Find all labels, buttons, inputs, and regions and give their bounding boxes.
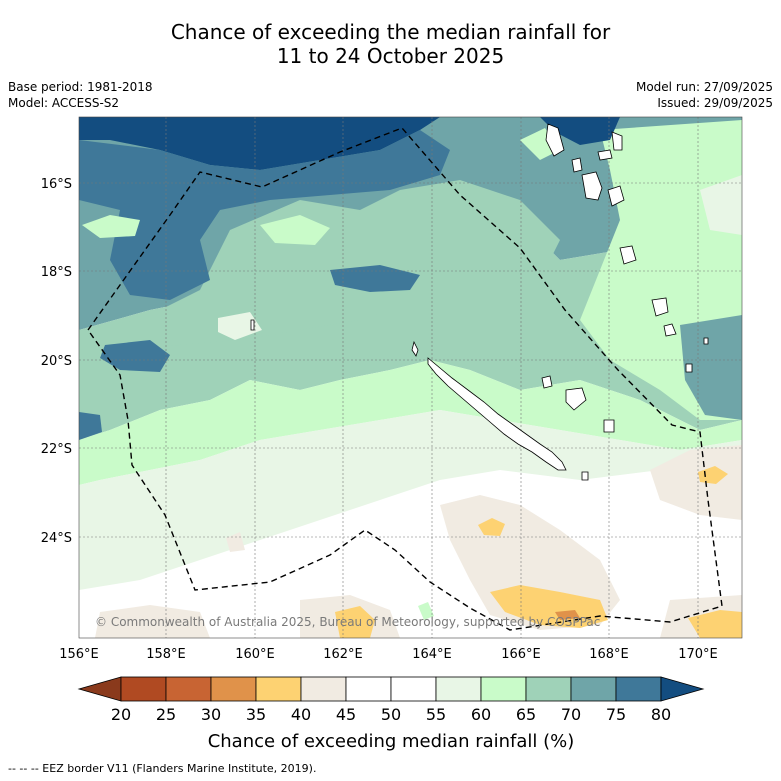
vanuatu-se bbox=[685, 363, 693, 373]
contour-light-green-s bbox=[418, 602, 434, 620]
contour-green-teal-patch bbox=[79, 180, 560, 355]
contour-orange-1 bbox=[555, 610, 580, 620]
eez-footnote: -- -- -- EEZ border V11 (Flanders Marine… bbox=[8, 762, 317, 775]
colorbar-segment bbox=[210, 676, 257, 702]
lat-label: 22°S bbox=[41, 442, 72, 457]
longitude-labels: 156°E 158°E 160°E 162°E 164°E 166°E 168°… bbox=[59, 647, 718, 662]
colorbar-segment bbox=[525, 676, 572, 702]
copyright-text: © Commonwealth of Australia 2025, Bureau… bbox=[95, 615, 600, 629]
map-title-line1: Chance of exceeding the median rainfall … bbox=[170, 20, 611, 44]
colorbar-tick-label: 20 bbox=[111, 705, 131, 724]
colorbar-segment bbox=[255, 676, 302, 702]
contour-pale-green-w bbox=[218, 312, 262, 340]
vanuatu-erromango bbox=[651, 297, 669, 317]
contour-beige-sw bbox=[95, 605, 210, 638]
contour-light-green-n bbox=[260, 215, 330, 245]
loyalty-islands-lifou bbox=[565, 387, 587, 411]
lon-label: 158°E bbox=[146, 647, 186, 662]
vanuatu-tanna bbox=[663, 323, 677, 337]
colorbar-tick-label: 35 bbox=[246, 705, 266, 724]
vanuatu-espiritu-santo bbox=[581, 171, 603, 201]
contour-blue-nw bbox=[79, 130, 450, 300]
lon-label: 166°E bbox=[501, 647, 541, 662]
vanuatu-malekula bbox=[607, 185, 625, 207]
contour-blue-center bbox=[330, 265, 420, 292]
map-title-line2: 11 to 24 October 2025 bbox=[276, 44, 505, 68]
vanuatu-north-1 bbox=[545, 123, 565, 157]
lon-label: 156°E bbox=[59, 647, 99, 662]
colorbar-tick-label: 45 bbox=[336, 705, 356, 724]
contour-pale-green-e bbox=[700, 175, 742, 235]
lon-label: 162°E bbox=[323, 647, 363, 662]
contour-yellow-5 bbox=[698, 466, 728, 484]
lon-label: 170°E bbox=[678, 647, 718, 662]
contour-teal-east bbox=[680, 315, 742, 420]
vanuatu-north-4 bbox=[611, 131, 623, 151]
contour-blue-west-edge bbox=[79, 412, 102, 440]
colorbar bbox=[77, 676, 705, 702]
grid-lines bbox=[79, 117, 742, 638]
colorbar-ticks: 20 25 30 35 40 45 50 55 60 65 70 75 80 bbox=[111, 705, 671, 724]
colorbar-segment bbox=[165, 676, 212, 702]
colorbar-tick-label: 55 bbox=[426, 705, 446, 724]
lon-label: 160°E bbox=[235, 647, 275, 662]
vanuatu-east bbox=[703, 337, 709, 345]
colorbar-segment bbox=[435, 676, 482, 702]
map-frame bbox=[78, 116, 743, 639]
colorbar-tick-label: 65 bbox=[516, 705, 536, 724]
lat-label: 18°S bbox=[41, 265, 72, 280]
colorbar-segment bbox=[570, 676, 617, 702]
contour-beige-east bbox=[650, 445, 742, 520]
lat-label: 20°S bbox=[41, 354, 72, 369]
isle-of-pines bbox=[581, 471, 589, 481]
lat-label: 16°S bbox=[41, 177, 72, 192]
colorbar-tick-label: 40 bbox=[291, 705, 311, 724]
colorbar-segment bbox=[345, 676, 392, 702]
lat-label: 24°S bbox=[41, 531, 72, 546]
model-name: Model: ACCESS-S2 bbox=[8, 96, 120, 110]
contour-yellow-1 bbox=[478, 518, 505, 536]
colorbar-tick-label: 60 bbox=[471, 705, 491, 724]
lon-label: 168°E bbox=[589, 647, 629, 662]
contour-green-teal bbox=[79, 200, 742, 440]
colorbar-tick-label: 50 bbox=[381, 705, 401, 724]
colorbar-segment bbox=[300, 676, 347, 702]
vanuatu-north-2 bbox=[571, 157, 583, 173]
colorbar-segment bbox=[390, 676, 437, 702]
lon-label: 164°E bbox=[412, 647, 452, 662]
colorbar-arrow-right bbox=[660, 676, 705, 702]
colorbar-tick-label: 70 bbox=[561, 705, 581, 724]
islet-west bbox=[250, 319, 255, 331]
vanuatu-north-3 bbox=[597, 149, 613, 161]
contour-yellow-3 bbox=[335, 606, 375, 638]
colorbar-title: Chance of exceeding median rainfall (%) bbox=[208, 731, 575, 752]
contour-pale-green bbox=[79, 410, 742, 590]
contour-light-green-nw bbox=[82, 215, 140, 238]
land-outlines bbox=[250, 123, 709, 481]
contour-dark-blue-north bbox=[79, 117, 440, 170]
rainfall-contours bbox=[79, 117, 742, 638]
colorbar-segment bbox=[480, 676, 527, 702]
belep-islands bbox=[411, 340, 419, 357]
colorbar-tick-label: 80 bbox=[651, 705, 671, 724]
loyalty-islands-ouvea bbox=[541, 375, 553, 389]
colorbar-tick-label: 75 bbox=[606, 705, 626, 724]
new-caledonia-mainland bbox=[427, 357, 567, 471]
contour-dark-blue-ne bbox=[540, 117, 620, 145]
colorbar-tick-label: 25 bbox=[156, 705, 176, 724]
colorbar-segment bbox=[615, 676, 662, 702]
colorbar-arrow-left bbox=[77, 676, 122, 702]
colorbar-tick-label: 30 bbox=[201, 705, 221, 724]
base-period: Base period: 1981-2018 bbox=[8, 80, 153, 94]
loyalty-islands-mare bbox=[603, 419, 615, 433]
colorbar-segment bbox=[120, 676, 167, 702]
latitude-labels: 16°S 18°S 20°S 22°S 24°S bbox=[41, 177, 72, 546]
issued-date: Issued: 29/09/2025 bbox=[657, 96, 773, 110]
contour-yellow-4 bbox=[688, 610, 742, 638]
vanuatu-efate bbox=[619, 245, 637, 265]
eez-border bbox=[87, 127, 723, 631]
model-run: Model run: 27/09/2025 bbox=[635, 80, 773, 94]
contour-blue-west-mid bbox=[100, 340, 170, 372]
